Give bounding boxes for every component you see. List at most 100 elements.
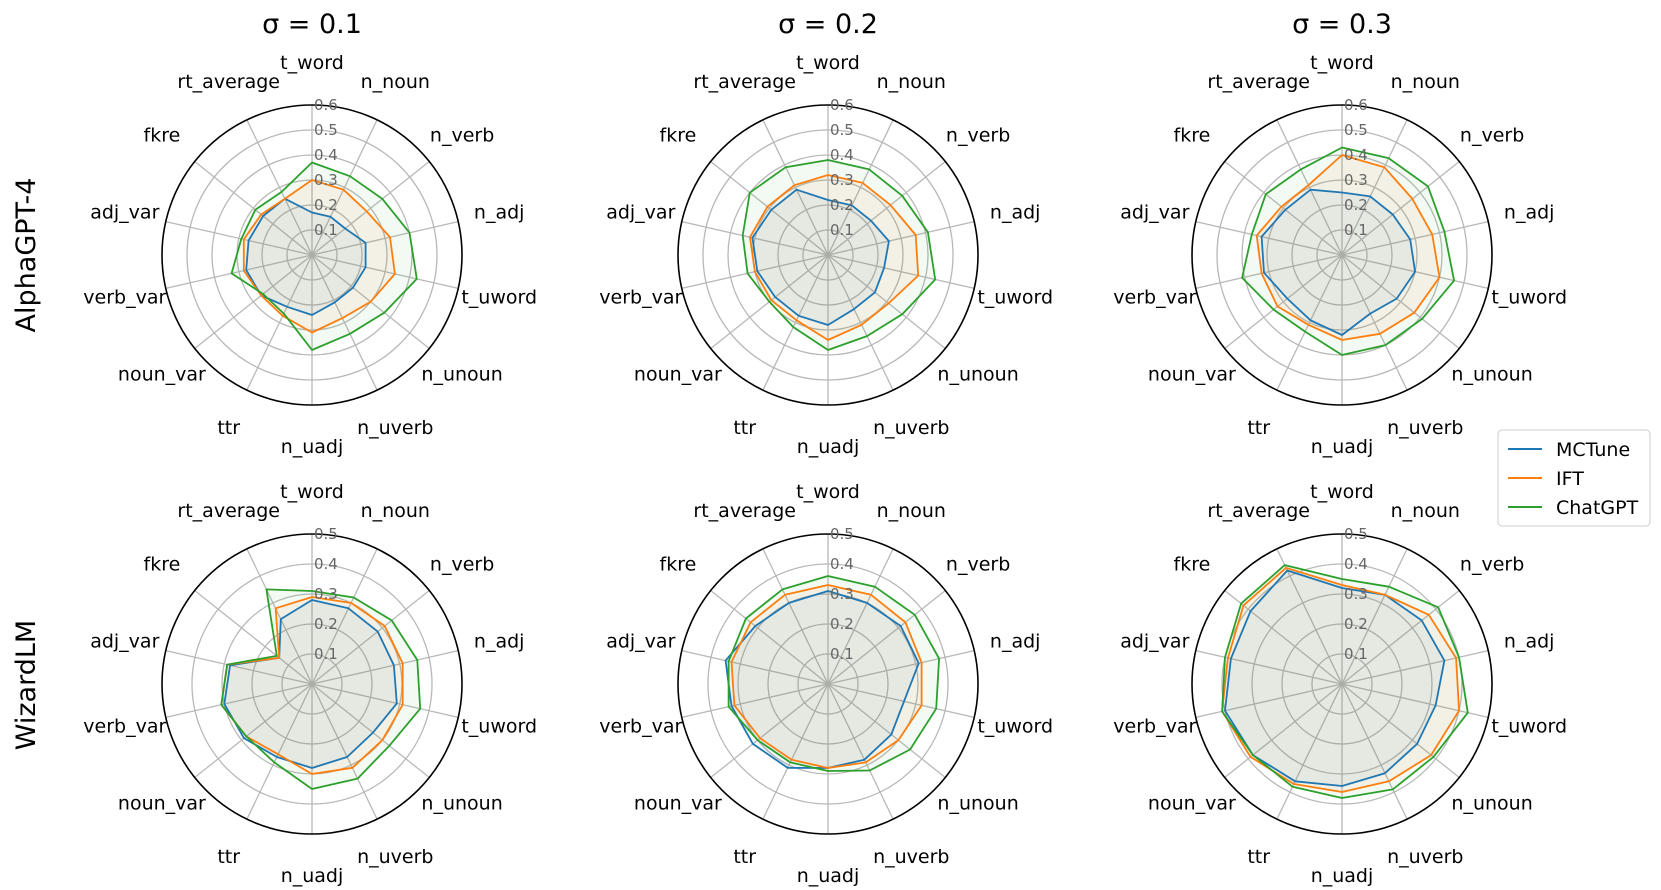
radial-tick-label: 0.4 <box>830 555 854 573</box>
category-label-n-uverb: n_uverb <box>357 417 433 439</box>
radial-tick-label: 0.4 <box>1344 146 1368 164</box>
category-label-ttr: ttr <box>733 417 756 439</box>
grid-spoke <box>194 160 313 256</box>
grid-spoke <box>311 683 378 820</box>
series-fills <box>221 589 421 789</box>
category-label-t-word: t_word <box>280 481 344 503</box>
series-fill-ift <box>731 585 922 768</box>
category-label-n-uverb: n_uverb <box>1387 417 1463 439</box>
grid-spoke <box>827 683 894 820</box>
category-label-noun-var: noun_var <box>634 793 722 815</box>
legend: MCTune IFT ChatGPT <box>1497 429 1651 527</box>
series-lines <box>741 159 937 351</box>
series-fill-chatgpt <box>1242 147 1455 355</box>
category-label-n-uverb: n_uverb <box>1387 846 1463 868</box>
category-label-n-adj: n_adj <box>990 201 1041 223</box>
category-label-noun-var: noun_var <box>118 364 206 386</box>
radial-tick-label: 0.2 <box>314 196 338 214</box>
series-fill-mctune <box>1225 570 1445 786</box>
category-label-ttr: ttr <box>217 846 240 868</box>
series-fill-chatgpt <box>221 589 421 789</box>
grid-spoke <box>762 548 829 685</box>
category-label-n-adj: n_adj <box>474 201 525 223</box>
grid-spoke <box>827 589 946 685</box>
radar-wizardlm-0.1: 0.1 0.2 0.3 0.4 0.5 t_word n_noun n_verb n_adj t_… <box>83 481 537 887</box>
grid-spoke <box>311 649 459 685</box>
grid-spoke <box>311 220 459 256</box>
grid-spoke <box>1195 220 1343 256</box>
series-line-chatgpt <box>727 575 940 772</box>
legend-label-mctune: MCTune <box>1556 439 1630 461</box>
category-label-fkre: fkre <box>1174 553 1211 575</box>
category-label-t-word: t_word <box>796 52 860 74</box>
grid-spoke <box>1341 220 1489 256</box>
series-line-ift <box>242 179 396 334</box>
grid-spoke <box>681 649 829 685</box>
category-label-noun-var: noun_var <box>1148 793 1236 815</box>
grid-spoke <box>1341 548 1408 685</box>
category-label-rt-average: rt_average <box>177 71 280 93</box>
grid-spoke <box>311 160 430 256</box>
row-label-alphagpt-4: AlphaGPT-4 <box>11 178 42 333</box>
series-fills <box>1242 147 1455 355</box>
grid-spoke <box>827 160 946 256</box>
category-label-n-adj: n_adj <box>1504 630 1555 652</box>
series-fills <box>725 576 940 771</box>
grid-spoke <box>1341 254 1408 391</box>
category-label-t-uword: t_uword <box>461 287 537 309</box>
grid-spoke <box>311 548 378 685</box>
radial-tick-label: 0.2 <box>830 196 854 214</box>
radar-outer-frame <box>161 104 463 406</box>
grid-spoke <box>311 683 430 779</box>
category-label-n-verb: n_verb <box>946 124 1010 146</box>
category-label-t-word: t_word <box>1310 52 1374 74</box>
legend-label-chatgpt: ChatGPT <box>1556 497 1639 519</box>
category-label-n-uadj: n_uadj <box>797 436 860 458</box>
category-label-n-noun: n_noun <box>361 71 430 93</box>
series-fill-mctune <box>752 189 889 325</box>
category-label-n-uadj: n_uadj <box>281 436 344 458</box>
category-label-ttr: ttr <box>1247 846 1270 868</box>
category-label-adj-var: adj_var <box>606 630 675 652</box>
series-fill-chatgpt <box>1222 565 1468 798</box>
grid-spoke <box>827 649 975 685</box>
radial-tick-label: 0.1 <box>830 645 854 663</box>
category-label-verb-var: verb_var <box>599 716 682 738</box>
series-fills <box>1222 565 1468 798</box>
radial-tick-label: 0.4 <box>314 555 338 573</box>
grid-spoke <box>1195 683 1343 719</box>
grid-spoke <box>1341 649 1489 685</box>
category-label-fkre: fkre <box>1174 124 1211 146</box>
category-label-n-noun: n_noun <box>1391 500 1460 522</box>
grid-spoke <box>1224 160 1343 256</box>
series-fill-chatgpt <box>742 160 936 350</box>
grid-spoke <box>762 683 829 820</box>
series-lines <box>1221 564 1469 799</box>
category-label-n-verb: n_verb <box>1460 553 1524 575</box>
category-label-adj-var: adj_var <box>1120 630 1189 652</box>
radial-tick-label: 0.2 <box>1344 196 1368 214</box>
series-line-mctune <box>1260 188 1416 336</box>
category-label-n-verb: n_verb <box>430 553 494 575</box>
grid-spoke <box>827 254 946 350</box>
category-label-n-adj: n_adj <box>990 630 1041 652</box>
grid-spoke <box>1224 589 1343 685</box>
grid-spoke <box>311 589 430 685</box>
grid-spoke <box>1341 160 1460 256</box>
radial-tick-label: 0.1 <box>1344 645 1368 663</box>
grid-spoke <box>165 220 313 256</box>
category-label-rt-average: rt_average <box>693 71 796 93</box>
series-fill-ift <box>221 597 403 774</box>
category-label-n-unoun: n_unoun <box>421 793 502 815</box>
category-label-rt-average: rt_average <box>177 500 280 522</box>
radial-tick-label: 0.4 <box>830 146 854 164</box>
grid-spoke <box>165 254 313 290</box>
radial-tick-label: 0.5 <box>1344 525 1368 543</box>
grid-spoke <box>1341 683 1489 719</box>
series-fill-mctune <box>725 591 919 768</box>
row-labels: AlphaGPT-4 WizardLM <box>11 178 42 751</box>
grid-spoke <box>1341 683 1408 820</box>
series-lines <box>220 588 422 790</box>
category-label-fkre: fkre <box>660 124 697 146</box>
radial-tick-label: 0.1 <box>1344 221 1368 239</box>
